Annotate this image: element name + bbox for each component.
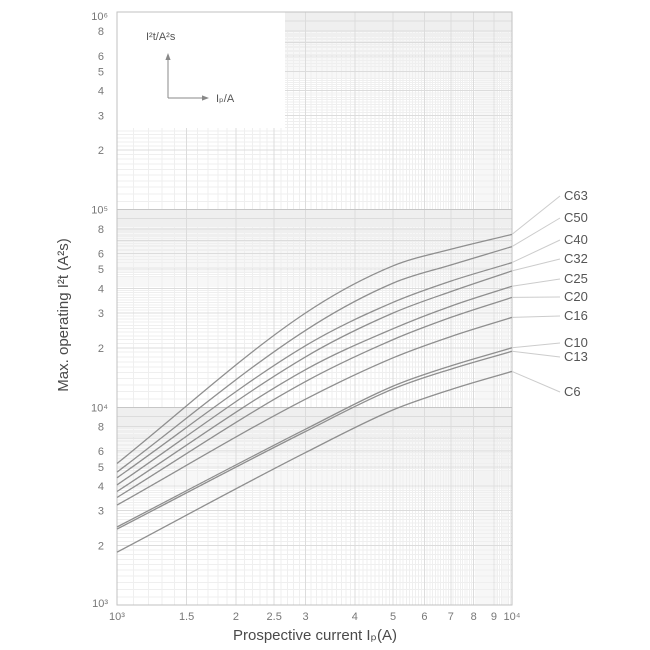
inset-y-arrowhead-icon xyxy=(165,53,171,60)
leader-line-C16 xyxy=(511,315,561,318)
y-minor-tick-label: 4 xyxy=(98,86,104,98)
leader-lines xyxy=(511,195,561,393)
leader-line-C63 xyxy=(511,195,561,235)
curve-label-C40: C40 xyxy=(564,232,588,247)
curve-label-C50: C50 xyxy=(564,210,588,225)
x-tick-label: 5 xyxy=(390,611,396,623)
inset-legend-box xyxy=(117,12,285,128)
curve-C13 xyxy=(116,350,513,530)
curve-label-C13: C13 xyxy=(564,349,588,364)
inset-y-axis-label: I²t/A²s xyxy=(146,31,176,43)
y-minor-tick-label: 4 xyxy=(98,283,104,295)
y-minor-tick-label: 4 xyxy=(98,481,104,493)
y-major-tick-label: 10³ xyxy=(92,598,108,610)
x-tick-label: 6 xyxy=(421,611,427,623)
curve-label-C63: C63 xyxy=(564,188,588,203)
curves xyxy=(116,233,513,553)
y-minor-tick-label: 6 xyxy=(98,51,104,63)
x-axis-tick-labels: 10³ 1.5 2 2.5 3 4 5 6 7 8 9 10⁴ xyxy=(109,611,521,623)
y-minor-tick-label: 3 xyxy=(98,308,104,320)
x-tick-label: 9 xyxy=(491,611,497,623)
leader-line-C50 xyxy=(511,217,561,248)
leader-line-C6 xyxy=(511,370,561,393)
x-tick-label: 10³ xyxy=(109,611,125,623)
grid-minor-lines xyxy=(117,12,512,605)
plot-frame xyxy=(116,11,513,606)
x-tick-label: 8 xyxy=(471,611,477,623)
x-tick-label: 2.5 xyxy=(267,611,282,623)
y-minor-tick-label: 8 xyxy=(98,224,104,236)
y-minor-tick-label: 6 xyxy=(98,249,104,261)
y-minor-tick-label: 2 xyxy=(98,145,104,157)
x-tick-label: 2 xyxy=(233,611,239,623)
leader-line-C25 xyxy=(511,278,561,287)
y-minor-tick-label: 5 xyxy=(98,67,104,79)
x-tick-label: 3 xyxy=(302,611,308,623)
y-major-tick-label: 10⁶ xyxy=(91,11,108,23)
y-minor-tick-label: 3 xyxy=(98,506,104,518)
curve-C25 xyxy=(116,285,513,493)
y-minor-tick-label: 5 xyxy=(98,264,104,276)
curve-C20 xyxy=(116,296,513,499)
x-tick-label: 10⁴ xyxy=(504,611,521,623)
y-axis-tick-labels: 10³ 10⁴ 10⁵ 10⁶ 2 3 4 5 6 8 2 3 4 5 6 8 2 3 4 5 6 8 xyxy=(91,11,108,610)
x-tick-label: 7 xyxy=(448,611,454,623)
curve-C32 xyxy=(116,270,513,486)
y-axis-title: Max. operating I²t (A²s) xyxy=(55,238,72,391)
axes-icon xyxy=(165,53,209,101)
curve-label-C25: C25 xyxy=(564,271,588,286)
x-tick-label: 1.5 xyxy=(179,611,194,623)
y-minor-tick-label: 3 xyxy=(98,110,104,122)
curve-label-C16: C16 xyxy=(564,308,588,323)
leader-line-C13 xyxy=(511,350,561,358)
leader-line-C40 xyxy=(511,239,561,264)
y-major-tick-label: 10⁴ xyxy=(91,402,108,414)
y-major-tick-label: 10⁵ xyxy=(91,205,108,217)
curve-C50 xyxy=(116,245,513,473)
curve-label-C32: C32 xyxy=(564,251,588,266)
y-minor-tick-label: 8 xyxy=(98,422,104,434)
curve-label-C20: C20 xyxy=(564,289,588,304)
inset-x-arrowhead-icon xyxy=(202,95,209,101)
leader-line-C32 xyxy=(511,258,561,272)
y-minor-tick-label: 8 xyxy=(98,26,104,38)
curve-C16 xyxy=(116,316,513,506)
curve-C40 xyxy=(116,261,513,479)
leader-line-C10 xyxy=(511,342,561,349)
x-tick-label: 4 xyxy=(352,611,358,623)
y-minor-tick-label: 6 xyxy=(98,446,104,458)
y-minor-tick-label: 2 xyxy=(98,541,104,553)
y-minor-tick-label: 5 xyxy=(98,462,104,474)
curve-C10 xyxy=(116,347,513,528)
inset-x-axis-label: Iₚ/A xyxy=(216,93,235,105)
curve-C6 xyxy=(116,370,513,553)
curve-C63 xyxy=(116,233,513,465)
curve-label-C6: C6 xyxy=(564,384,581,399)
x-axis-title: Prospective current Iₚ(A) xyxy=(233,627,397,644)
y-minor-tick-label: 2 xyxy=(98,343,104,355)
curve-label-C10: C10 xyxy=(564,335,588,350)
